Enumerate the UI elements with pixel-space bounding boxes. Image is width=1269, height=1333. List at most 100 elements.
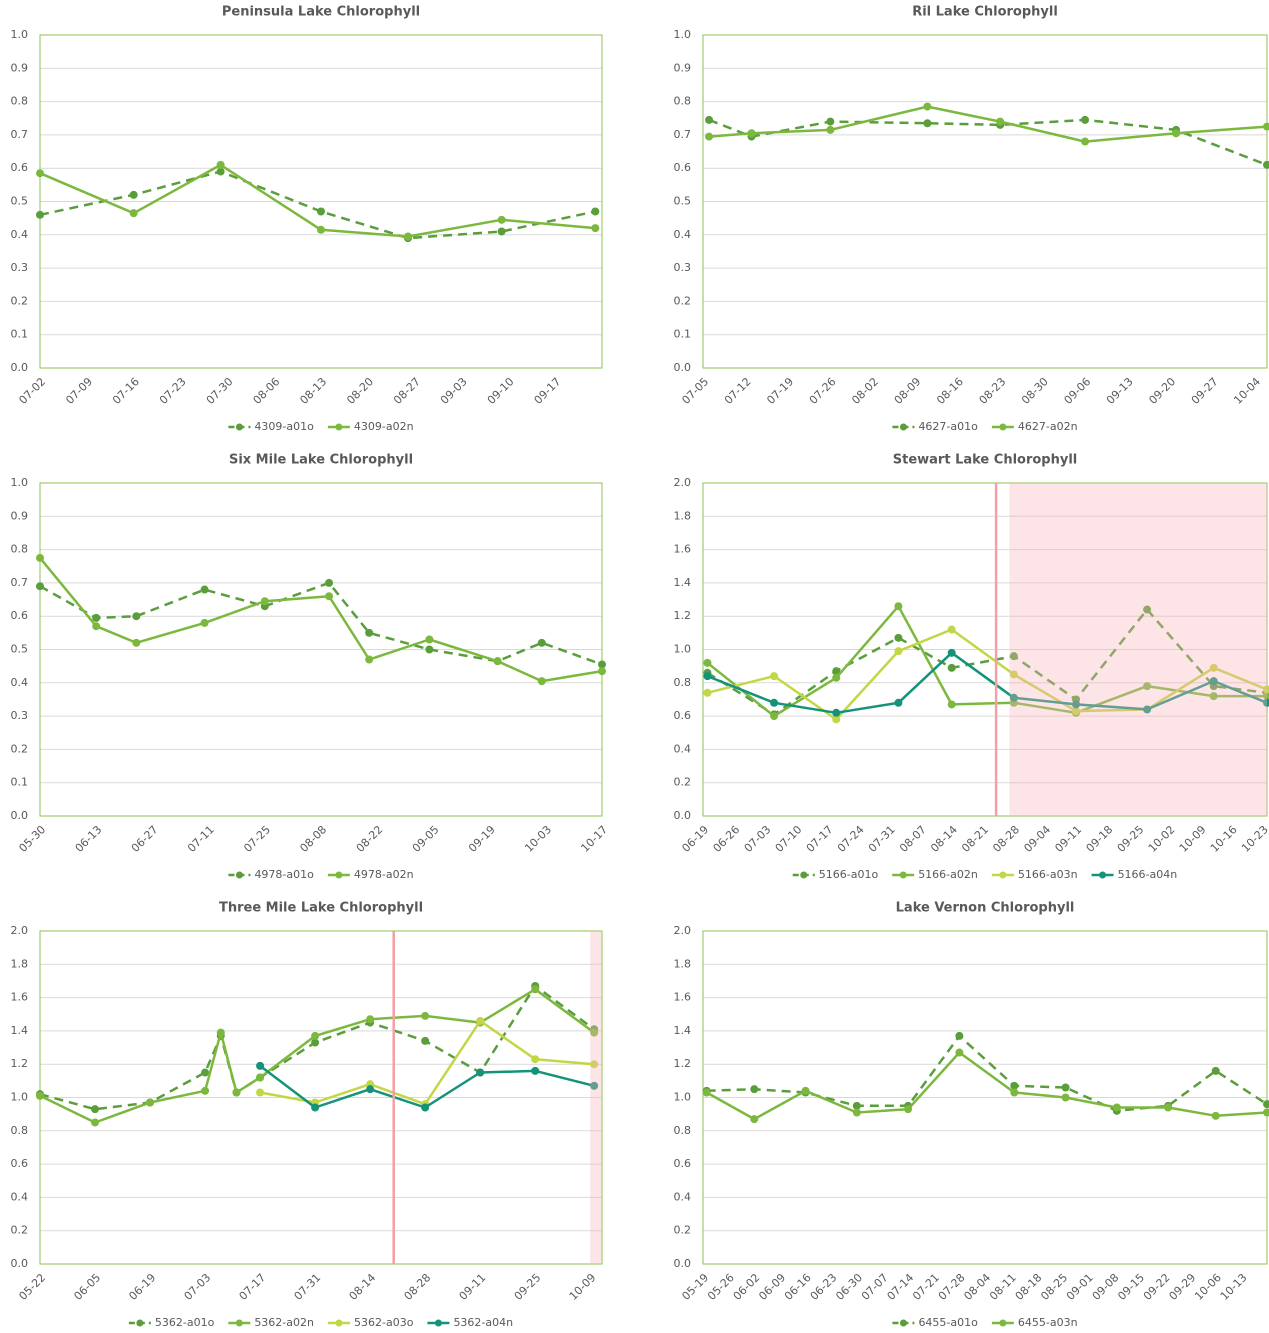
series-line [39,557,603,683]
y-tick-label: 0.1 [674,328,692,341]
y-tick-label: 0.8 [674,1124,692,1137]
data-point [232,1088,241,1097]
x-tick-label: 10-23 [1239,823,1269,855]
legend-item: 4309-a01o [228,420,314,433]
x-tick-label: 07-17 [804,823,836,855]
data-point [947,648,956,657]
series-line [709,105,1268,143]
y-tick-label: 0.0 [674,809,692,822]
data-point [747,129,756,138]
series-line [708,118,1268,167]
y-tick-label: 0.8 [11,1124,29,1137]
y-tick-label: 1.6 [11,991,29,1004]
data-point [1081,115,1090,124]
x-tick-label: 06-16 [782,1271,814,1303]
data-point [826,125,835,134]
legend-label: 4978-a01o [254,868,314,881]
data-point [947,663,956,672]
x-tick-label: 08-18 [1013,1271,1045,1303]
data-point [591,207,600,216]
x-tick-label: 05-22 [16,1271,48,1303]
x-tick-label: 06-13 [73,823,105,855]
x-tick-label: 05-26 [705,1271,737,1303]
data-point [894,602,903,611]
y-tick-label: 0.2 [11,1224,29,1237]
chart-title: Peninsula Lake Chlorophyll [222,5,420,20]
data-point [476,1016,485,1025]
legend-marker [136,1319,144,1327]
x-tick-label: 09-05 [410,823,442,855]
data-point [1010,1081,1019,1090]
legend-item: 5362-a03o [328,1316,414,1329]
x-tick-label: 07-24 [835,823,867,855]
legend-label: 5166-a01o [819,868,879,881]
legend-item: 5362-a04n [427,1316,513,1329]
highlight-band [1009,483,1267,816]
data-point [1211,1066,1220,1075]
series-line [259,1019,595,1106]
data-point [1263,160,1269,169]
x-tick-label: 08-06 [251,375,283,407]
y-tick-label: 0.4 [674,228,692,241]
data-point [590,1060,599,1069]
y-tick-label: 0.6 [674,709,692,722]
x-tick-label: 08-09 [892,375,924,407]
data-point [1061,1093,1070,1102]
data-point [750,1085,759,1094]
data-point [317,225,325,234]
data-point [325,578,334,587]
data-point [923,102,932,111]
data-point [403,232,412,241]
data-point [146,1098,155,1107]
data-point [366,1015,375,1024]
legend-label: 4309-a01o [254,420,314,433]
x-tick-label: 09-15 [1115,1271,1147,1303]
x-tick-label: 09-27 [1189,375,1221,407]
y-tick-label: 1.0 [674,1091,692,1104]
series-line [706,1051,1268,1121]
y-tick-label: 0.0 [674,1257,692,1270]
x-tick-label: 09-08 [1090,1271,1122,1303]
x-tick-label: 09-01 [1064,1271,1096,1303]
x-tick-label: 09-17 [532,375,564,407]
data-point [894,633,903,642]
x-tick-label: 07-28 [936,1271,968,1303]
y-tick-label: 0.9 [674,61,692,74]
data-point [996,117,1005,126]
data-point [1072,700,1081,709]
legend: 4309-a01o 4309-a02n [228,420,414,433]
y-tick-label: 0.8 [674,95,692,108]
y-tick-label: 0.0 [11,809,29,822]
y-tick-label: 0.7 [11,128,29,141]
y-tick-label: 0.6 [11,1157,29,1170]
data-point [132,612,141,621]
y-tick-label: 0.4 [11,228,29,241]
data-point [947,700,956,709]
data-point [1164,1103,1173,1112]
data-point [421,1036,430,1045]
legend-item: 5166-a04n [1091,868,1177,881]
data-point [200,585,209,594]
legend-marker [899,1319,907,1327]
data-point [894,698,903,707]
x-tick-label: 09-18 [1084,823,1116,855]
data-point [1009,670,1018,679]
data-point [129,209,138,218]
x-tick-label: 10-17 [578,823,610,855]
chart-title: Ril Lake Chlorophyll [912,5,1058,20]
x-tick-label: 07-02 [16,375,48,407]
y-tick-label: 1.2 [674,1057,692,1070]
legend-item: 5166-a03n [991,868,1078,881]
series-line [706,1034,1268,1113]
y-tick-label: 0.0 [11,361,29,374]
x-tick-label: 06-26 [711,823,743,855]
data-point [832,673,841,682]
data-point [36,169,44,178]
legend-item: 5362-a02n [228,1316,314,1329]
x-tick-label: 07-05 [679,375,711,407]
legend-label: 5166-a02n [918,868,978,881]
data-point [894,647,903,656]
x-tick-label: 10-06 [1192,1271,1224,1303]
x-tick-label: 06-23 [808,1271,840,1303]
legend-label: 5166-a03n [1018,868,1078,881]
